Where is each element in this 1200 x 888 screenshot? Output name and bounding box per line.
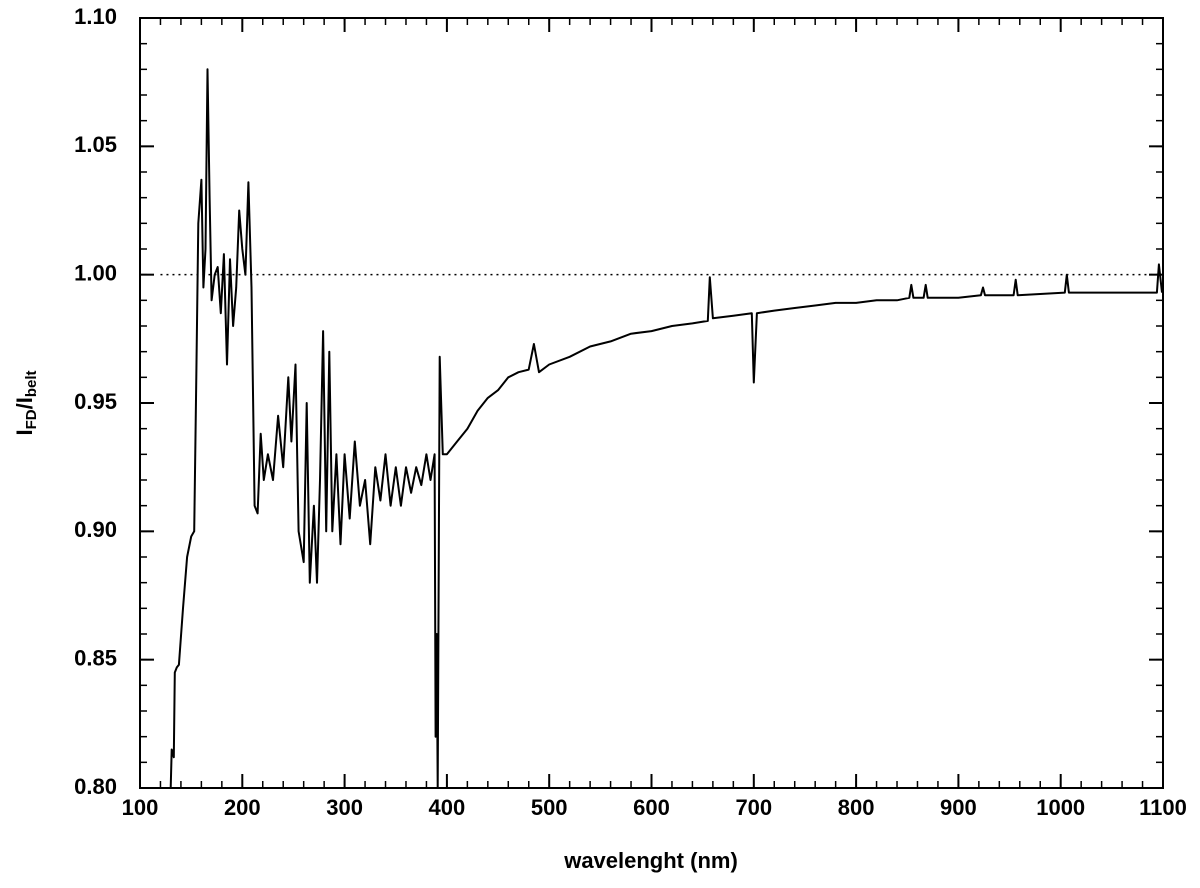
y-tick-label: 1.05 (74, 132, 117, 157)
x-tick-label: 1100 (1139, 795, 1187, 820)
y-tick-label: 0.95 (74, 389, 117, 414)
y-tick-label: 0.80 (74, 774, 117, 799)
x-tick-label: 400 (429, 795, 466, 820)
y-label-part: /I (12, 397, 37, 409)
x-tick-label: 900 (940, 795, 977, 820)
x-tick-label: 500 (531, 795, 568, 820)
x-tick-label: 600 (633, 795, 670, 820)
x-tick-label: 300 (326, 795, 363, 820)
x-tick-label: 800 (838, 795, 875, 820)
y-tick-label: 1.10 (74, 4, 117, 29)
x-tick-label: 100 (122, 795, 159, 820)
y-tick-label: 0.85 (74, 645, 117, 670)
y-label-sub: belt (23, 370, 40, 397)
data-line (169, 68, 1163, 789)
x-tick-label: 200 (224, 795, 261, 820)
y-axis-label: IFD/Ibelt (12, 370, 40, 435)
x-axis-label: wavelenght (nm) (563, 848, 738, 873)
y-tick-label: 0.90 (74, 517, 117, 542)
y-tick-label: 1.00 (74, 260, 117, 285)
y-label-sub: FD (23, 409, 40, 429)
y-label-part: I (12, 429, 37, 435)
x-tick-label: 1000 (1036, 795, 1085, 820)
x-tick-label: 700 (735, 795, 772, 820)
